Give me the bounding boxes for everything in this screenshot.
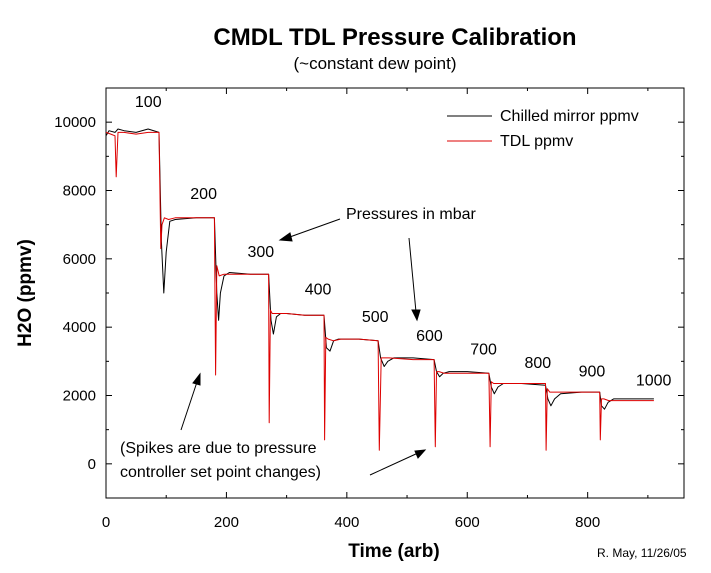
spikes-note-line-2: controller set point changes) <box>120 464 321 481</box>
credit-text: R. May, 11/26/05 <box>597 546 687 560</box>
arrow-line <box>369 452 419 476</box>
pressure-label: 100 <box>135 94 162 111</box>
chart-subtitle: (~constant dew point) <box>293 54 456 73</box>
series-line-chilled-mirror <box>105 128 654 410</box>
x-tick-label: 400 <box>334 514 359 531</box>
pressure-label: 600 <box>416 328 443 345</box>
y-tick-label: 0 <box>88 456 96 473</box>
y-tick-label: 4000 <box>63 319 96 336</box>
pressure-label: 500 <box>362 309 389 326</box>
spike-arrows <box>180 372 427 476</box>
x-axis-title: Time (arb) <box>348 541 440 562</box>
y-tick-label: 10000 <box>54 114 96 131</box>
x-tick-label: 800 <box>575 514 600 531</box>
arrow-head <box>278 232 293 242</box>
plot-frame <box>105 87 685 499</box>
spikes-note-line-1: (Spikes are due to pressure <box>120 440 317 457</box>
x-tick-label: 0 <box>102 514 110 531</box>
series-line-tdl <box>105 131 654 451</box>
pressure-labels: 100 200 300 400 500 600 700 800 900 1000 <box>135 94 672 389</box>
arrow-head <box>414 449 427 459</box>
legend: Chilled mirror ppmv TDL ppmv <box>447 108 639 150</box>
pressure-label: 400 <box>305 282 332 299</box>
pressure-label: 200 <box>190 186 217 203</box>
pressure-label: 800 <box>524 355 551 372</box>
y-tick-label: 8000 <box>63 183 96 200</box>
pressure-label: 900 <box>579 364 606 381</box>
x-tick-label: 200 <box>214 514 239 531</box>
arrow-line <box>180 381 198 431</box>
x-axis: 0 200 400 600 800 <box>102 88 649 531</box>
y-tick-label: 2000 <box>63 388 96 405</box>
chart-title: CMDL TDL Pressure Calibration <box>213 24 576 51</box>
arrow-head <box>192 372 201 386</box>
x-tick-label: 600 <box>455 514 480 531</box>
y-axis: 0 2000 4000 6000 8000 10000 <box>54 87 684 499</box>
arrow-line <box>286 218 341 239</box>
pressure-label: 1000 <box>636 372 672 389</box>
pressure-label: 300 <box>247 244 274 261</box>
y-axis-title: H2O (ppmv) <box>15 239 36 347</box>
pressure-label: 700 <box>470 342 497 359</box>
legend-label-chilled-mirror: Chilled mirror ppmv <box>500 108 639 125</box>
arrow-head <box>411 309 421 322</box>
pressures-note: Pressures in mbar <box>346 206 476 223</box>
arrow-line <box>408 237 417 313</box>
legend-label-tdl: TDL ppmv <box>500 133 573 150</box>
pressure-arrows <box>278 218 421 322</box>
y-tick-label: 6000 <box>63 251 96 268</box>
series-group <box>105 128 654 451</box>
